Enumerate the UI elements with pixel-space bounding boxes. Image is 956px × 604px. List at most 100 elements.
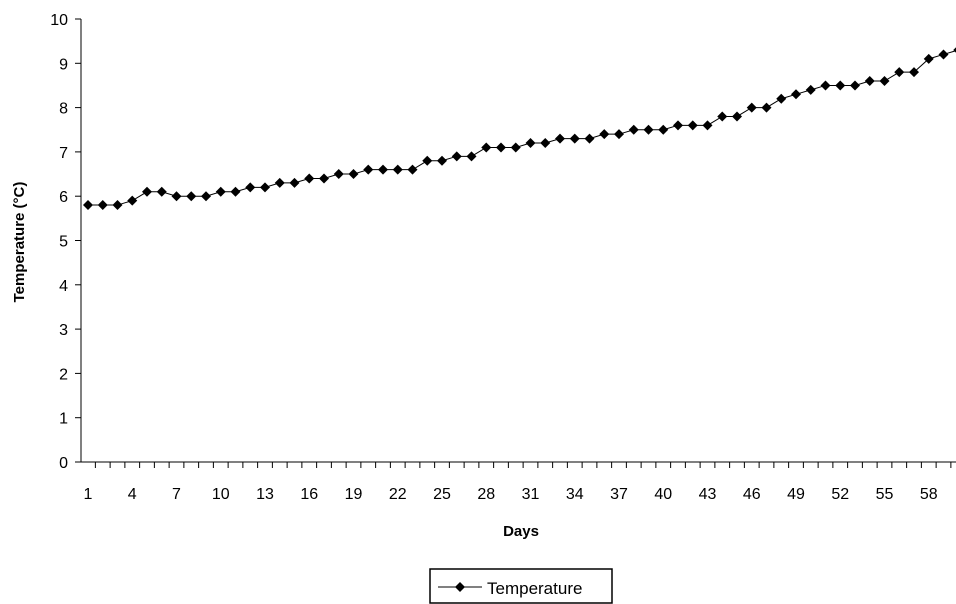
data-point-marker — [820, 80, 831, 91]
y-tick-label: 4 — [59, 278, 68, 295]
data-point-marker — [510, 142, 521, 153]
data-point-marker — [245, 182, 256, 193]
data-point-marker — [776, 93, 787, 104]
data-point-marker — [186, 191, 197, 202]
y-tick-label: 10 — [50, 12, 68, 29]
data-point-marker — [791, 89, 801, 100]
data-point-marker — [83, 200, 93, 211]
y-tick-label: 7 — [59, 145, 68, 162]
x-tick-label: 34 — [566, 486, 584, 503]
data-point-marker — [525, 138, 536, 149]
data-point-marker — [378, 164, 388, 175]
data-point-marker — [835, 80, 846, 91]
legend-diamond-marker — [455, 582, 465, 592]
x-tick-label: 52 — [831, 486, 849, 503]
data-point-marker — [953, 47, 956, 53]
data-point-marker — [746, 102, 757, 113]
x-tick-label: 58 — [920, 486, 938, 503]
data-point-marker — [584, 133, 595, 144]
x-tick-label: 46 — [743, 486, 761, 503]
data-point-marker — [289, 177, 300, 188]
data-point-marker — [230, 186, 241, 197]
x-tick-label: 40 — [654, 486, 672, 503]
y-tick-label: 2 — [59, 366, 68, 383]
data-point-marker — [540, 138, 551, 149]
legend-label-temperature: Temperature — [487, 579, 582, 598]
data-point-marker — [348, 169, 359, 180]
data-point-marker — [569, 133, 580, 144]
data-point-marker — [717, 111, 728, 122]
x-tick-label: 43 — [699, 486, 717, 503]
y-tick-label: 1 — [59, 411, 68, 428]
data-point-marker — [112, 200, 123, 211]
data-point-marker — [274, 177, 285, 188]
x-tick-label: 1 — [84, 486, 93, 503]
data-point-marker — [496, 142, 506, 153]
data-point-marker — [466, 151, 477, 162]
legend: Temperature — [429, 568, 613, 604]
data-point-marker — [732, 111, 742, 122]
data-point-marker — [304, 173, 315, 184]
data-point-marker — [761, 102, 772, 113]
y-axis-title: Temperature (°C) — [11, 182, 28, 303]
x-tick-label: 31 — [522, 486, 540, 503]
y-tick-label: 3 — [59, 322, 68, 339]
x-axis-title: Days — [503, 523, 539, 540]
data-point-marker — [879, 76, 890, 87]
y-tick-label: 8 — [59, 101, 68, 118]
x-tick-label: 37 — [610, 486, 628, 503]
data-point-marker — [422, 155, 433, 166]
x-tick-label: 49 — [787, 486, 805, 503]
y-tick-label: 5 — [59, 234, 68, 251]
data-point-marker — [805, 84, 816, 95]
data-point-marker — [171, 191, 182, 202]
data-point-marker — [909, 67, 919, 78]
data-point-marker — [673, 120, 683, 131]
data-point-marker — [260, 182, 270, 193]
y-tick-label: 6 — [59, 189, 68, 206]
data-point-marker — [319, 173, 329, 184]
data-point-marker — [555, 133, 565, 144]
data-point-marker — [407, 164, 418, 175]
data-point-marker — [702, 120, 713, 131]
y-axis-ticks: 0 1 2 3 4 5 6 7 8 9 10 — [50, 12, 81, 472]
data-point-marker — [333, 169, 344, 180]
series-line — [88, 50, 956, 206]
data-point-marker — [687, 120, 698, 131]
data-point-marker — [628, 124, 639, 135]
data-point-marker — [599, 129, 610, 140]
x-axis-ticks: 1 4 7 10 13 16 19 22 25 28 31 34 37 40 43 46 49 52 55 58 — [84, 462, 952, 503]
data-point-marker — [938, 49, 949, 60]
data-point-marker — [142, 186, 152, 197]
data-point-marker — [894, 67, 905, 78]
data-point-marker — [614, 129, 624, 140]
data-point-marker — [923, 53, 934, 64]
data-point-marker — [451, 151, 462, 162]
x-tick-label: 13 — [256, 486, 274, 503]
data-point-marker — [850, 80, 860, 91]
x-tick-label: 4 — [128, 486, 137, 503]
data-point-marker — [437, 155, 447, 166]
data-point-marker — [363, 164, 374, 175]
data-point-marker — [156, 186, 167, 197]
data-point-marker — [97, 200, 108, 211]
data-point-marker — [127, 195, 138, 206]
y-tick-label: 0 — [59, 455, 68, 472]
x-tick-label: 25 — [433, 486, 451, 503]
x-tick-label: 28 — [477, 486, 495, 503]
x-tick-label: 22 — [389, 486, 407, 503]
x-tick-label: 16 — [300, 486, 318, 503]
data-point-marker — [392, 164, 403, 175]
data-point-marker — [643, 124, 654, 135]
series-temperature — [83, 47, 956, 211]
data-point-marker — [201, 191, 211, 202]
x-tick-label: 7 — [172, 486, 181, 503]
y-tick-label: 9 — [59, 56, 68, 73]
x-tick-label: 19 — [345, 486, 363, 503]
data-point-marker — [864, 76, 875, 87]
x-tick-label: 10 — [212, 486, 230, 503]
data-point-marker — [215, 186, 226, 197]
data-point-marker — [481, 142, 492, 153]
x-tick-label: 55 — [876, 486, 894, 503]
